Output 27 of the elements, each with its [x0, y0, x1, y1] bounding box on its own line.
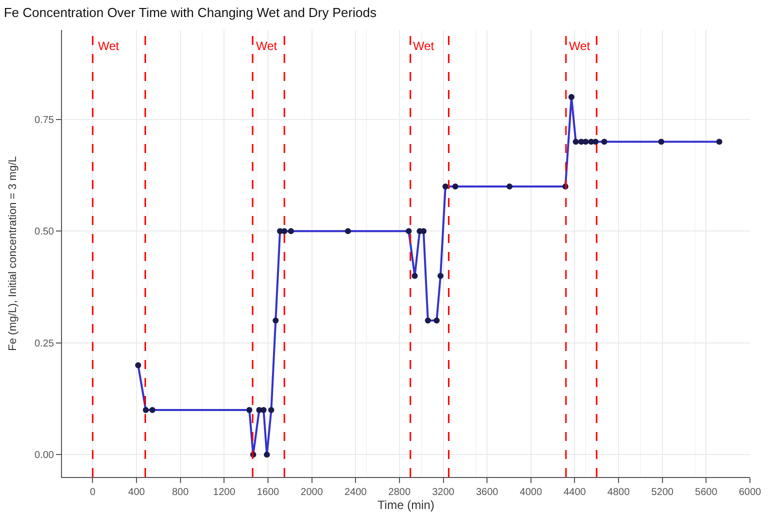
- x-tick-label: 1600: [256, 487, 280, 498]
- x-axis-title: Time (min): [378, 498, 434, 512]
- x-tick-label: 3600: [476, 487, 499, 498]
- x-tick-label: 4000: [520, 487, 542, 498]
- y-tick-label: 0.00: [34, 450, 54, 462]
- x-tick-label: 2800: [388, 487, 411, 498]
- x-tick-label: 4800: [607, 487, 630, 498]
- y-axis-title: Fe (mg/L), Initial concentration = 3 mg/L: [7, 156, 20, 351]
- ref-line-label: Wet: [98, 39, 120, 53]
- y-tick-label: 0.75: [34, 114, 54, 126]
- x-tick-label: 400: [128, 487, 146, 498]
- x-tick-label: 2400: [344, 487, 368, 498]
- y-tick-label: 0.25: [34, 338, 54, 350]
- x-tick-label: 2000: [300, 487, 324, 498]
- y-tick-label: 0.50: [34, 226, 54, 238]
- x-tick-label: 4400: [564, 487, 586, 498]
- ref-line-label: Wet: [256, 39, 278, 53]
- x-tick-label: 800: [172, 487, 190, 498]
- chart-title: Fe Concentration Over Time with Changing Wet and Dry Periods: [4, 4, 377, 20]
- ref-line-label: Wet: [413, 39, 435, 53]
- ref-line-label: Wet: [569, 39, 591, 53]
- x-tick-label: 0: [90, 487, 96, 498]
- x-tick-label: 1200: [213, 487, 236, 498]
- x-tick-label: 3200: [432, 487, 455, 498]
- x-tick-label: 5200: [651, 487, 674, 498]
- x-tick-label: 5600: [695, 487, 718, 498]
- x-tick-label: 6000: [738, 487, 762, 498]
